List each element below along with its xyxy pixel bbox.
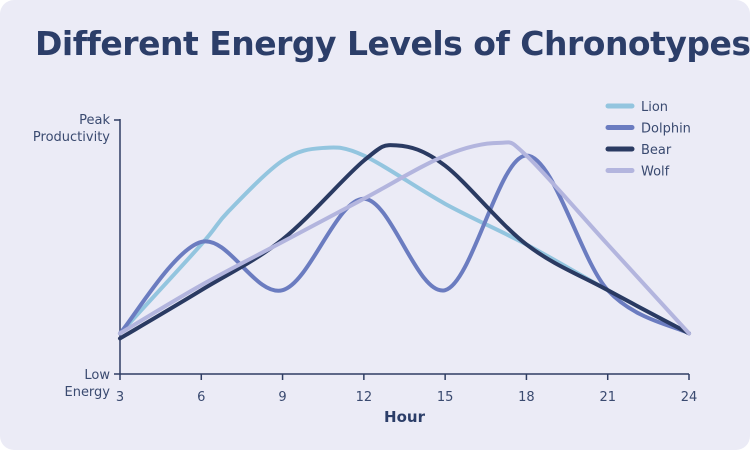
- x-axis-label: Hour: [384, 408, 426, 426]
- x-tick-label: 24: [681, 390, 698, 405]
- chart-title: Different Energy Levels of Chronotypes: [35, 24, 750, 63]
- legend-label-wolf: Wolf: [641, 165, 670, 180]
- legend-label-dolphin: Dolphin: [641, 122, 691, 137]
- series-line-wolf: [118, 140, 691, 336]
- x-tick-label: 12: [356, 390, 373, 405]
- x-tick-label: 21: [599, 390, 616, 405]
- legend-label-bear: Bear: [641, 143, 672, 158]
- x-tick-label: 15: [437, 390, 454, 405]
- y-tick-label: Low: [84, 368, 110, 383]
- x-tick-label: 6: [197, 390, 205, 405]
- y-tick-label: Energy: [64, 385, 110, 400]
- x-tick-label: 18: [518, 390, 535, 405]
- x-tick-label: 9: [278, 390, 286, 405]
- legend-label-lion: Lion: [641, 100, 668, 115]
- x-tick-label: 3: [116, 390, 124, 405]
- y-tick-label: Productivity: [33, 130, 110, 145]
- y-tick-label: Peak: [79, 113, 110, 128]
- series-line-dolphin: [118, 153, 691, 336]
- series-line-bear: [118, 143, 691, 341]
